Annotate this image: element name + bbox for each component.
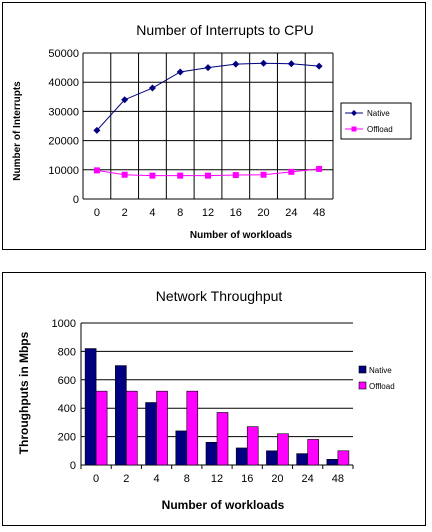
y-tick-label: 0 <box>70 460 76 472</box>
bar-native <box>296 453 308 466</box>
y-tick-label: 10000 <box>48 165 79 177</box>
x-tick-label: 16 <box>230 207 242 219</box>
bar-native <box>84 348 97 466</box>
x-tick-label: 8 <box>177 207 183 219</box>
interrupts-chart: Number of Interrupts to CPU Number of wo… <box>12 22 412 241</box>
chart-title: Network Throughput <box>156 288 283 304</box>
data-point-offload <box>177 172 184 179</box>
y-tick-label: 20000 <box>48 136 79 148</box>
throughput-chart: Network Throughput Number of workloads T… <box>17 288 395 512</box>
chart-title: Number of Interrupts to CPU <box>136 22 313 38</box>
legend-swatch-native <box>358 365 367 374</box>
data-point-offload <box>93 167 100 174</box>
bar-native <box>266 450 278 466</box>
bar-native <box>145 402 157 466</box>
legend-marker-native <box>351 110 357 116</box>
x-tick-label: 4 <box>149 207 155 219</box>
bar-native <box>235 447 248 466</box>
y-tick-label: 1000 <box>52 318 76 330</box>
data-point-offload <box>260 171 267 178</box>
series-line-native <box>96 62 320 131</box>
bar-offload <box>337 450 350 466</box>
x-tick-label: 0 <box>93 473 99 485</box>
data-point-offload <box>205 172 211 179</box>
x-tick-label: 2 <box>123 473 129 485</box>
x-tick-label: 20 <box>271 473 283 485</box>
x-tick-label: 8 <box>184 473 190 485</box>
legend-label-offload: Offload <box>369 382 395 391</box>
x-axis-label: Number of workloads <box>190 230 293 241</box>
data-point-offload <box>149 172 156 179</box>
data-point-native <box>121 96 129 104</box>
y-tick-label: 50000 <box>48 48 79 60</box>
throughput-chart-panel: Network Throughput Number of workloads T… <box>2 272 426 526</box>
x-tick-label: 12 <box>211 473 223 485</box>
legend-swatch-offload <box>358 381 367 390</box>
x-tick-label: 12 <box>202 207 214 219</box>
x-tick-label: 20 <box>257 207 269 219</box>
data-point-offload <box>288 168 295 175</box>
data-point-native <box>148 84 156 92</box>
legend-marker-offload <box>351 126 357 132</box>
bar-native <box>115 365 127 466</box>
data-point-offload <box>121 171 128 178</box>
x-tick-label: 48 <box>313 207 325 219</box>
data-point-native <box>176 68 184 76</box>
bar-offload <box>307 439 319 466</box>
x-tick-label: 24 <box>285 207 297 219</box>
data-point-offload <box>232 172 239 179</box>
x-tick-label: 0 <box>94 207 100 219</box>
y-tick-label: 200 <box>58 432 76 444</box>
bar-offload <box>95 390 108 466</box>
legend-label-offload: Offload <box>367 125 393 134</box>
data-point-native <box>287 60 295 68</box>
bar-native <box>326 459 339 466</box>
x-tick-label: 4 <box>153 473 159 485</box>
interrupts-chart-panel: Number of Interrupts to CPU Number of wo… <box>2 2 426 250</box>
bar-offload <box>216 412 229 466</box>
legend-box <box>340 102 412 140</box>
bar-offload <box>156 390 168 466</box>
y-tick-label: 800 <box>58 346 76 358</box>
bar-offload <box>277 433 289 466</box>
bar-offload <box>186 390 199 466</box>
data-point-native <box>315 62 323 70</box>
y-tick-label: 600 <box>58 375 76 387</box>
data-point-native <box>232 60 240 68</box>
y-axis-label: Number of Interrupts <box>12 81 23 181</box>
bar-native <box>205 441 218 466</box>
x-tick-label: 2 <box>122 207 128 219</box>
y-axis-label: Throughputs in Mbps <box>17 331 31 454</box>
data-point-native <box>260 59 268 67</box>
data-point-native <box>93 126 101 134</box>
bar-native <box>175 430 188 466</box>
data-point-native <box>204 64 212 72</box>
y-tick-label: 400 <box>58 403 76 415</box>
y-tick-label: 40000 <box>48 77 79 89</box>
x-tick-label: 24 <box>302 473 314 485</box>
data-point-offload <box>316 165 323 172</box>
x-axis-label: Number of workloads <box>162 498 285 512</box>
y-tick-label: 30000 <box>48 106 79 118</box>
bar-offload <box>126 390 138 466</box>
x-tick-label: 48 <box>332 473 344 485</box>
y-tick-label: 0 <box>73 194 79 206</box>
legend-label-native: Native <box>369 366 392 375</box>
legend-label-native: Native <box>367 109 390 118</box>
x-tick-label: 16 <box>241 473 253 485</box>
bar-offload <box>246 426 259 466</box>
